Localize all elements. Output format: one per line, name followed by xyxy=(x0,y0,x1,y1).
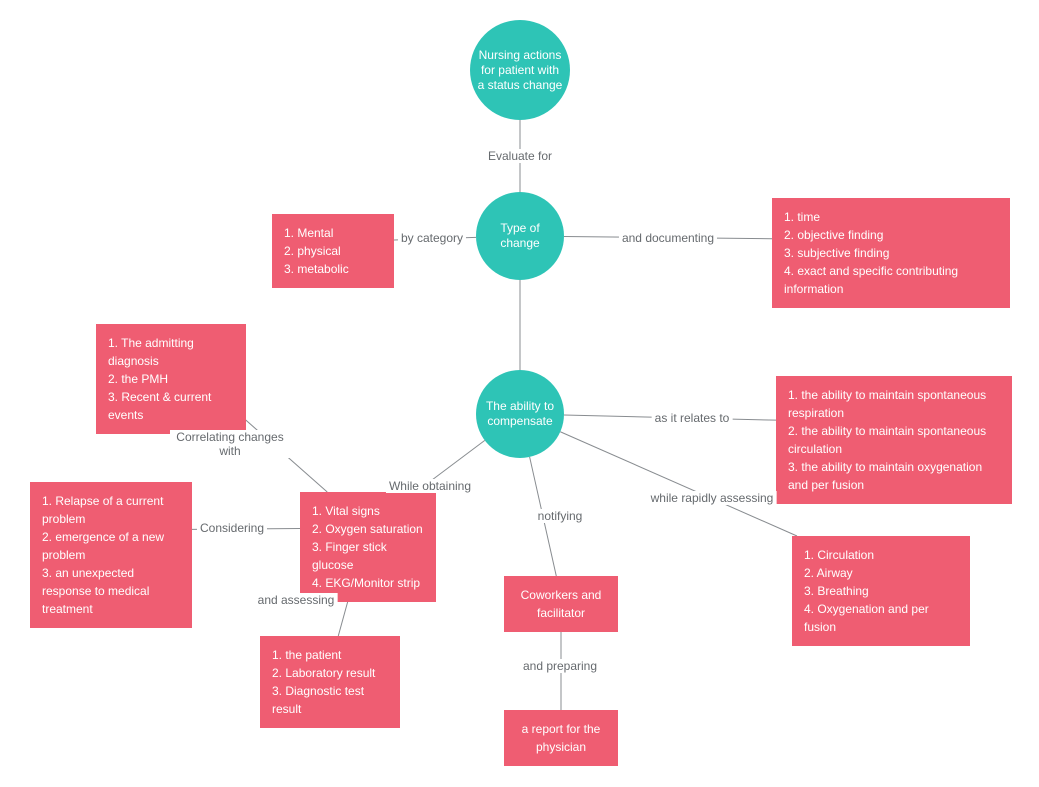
circle-node-root: Nursing actions for patient with a statu… xyxy=(470,20,570,120)
edge-label: and assessing xyxy=(255,593,338,607)
rect-node-coworkers: Coworkers and facilitator xyxy=(504,576,618,632)
diagram-canvas: Nursing actions for patient with a statu… xyxy=(0,0,1039,787)
edge-label: while rapidly assessing xyxy=(648,491,777,505)
edge xyxy=(560,432,797,536)
rect-node-relapse: 1. Relapse of a current problem 2. emerg… xyxy=(30,482,192,628)
rect-node-cab: 1. Circulation 2. Airway 3. Breathing 4.… xyxy=(792,536,970,646)
edge-label: notifying xyxy=(535,509,586,523)
rect-node-admit: 1. The admitting diagnosis 2. the PMH 3.… xyxy=(96,324,246,434)
circle-node-ability: The ability to compensate xyxy=(476,370,564,458)
edge-label: Considering xyxy=(197,521,267,535)
node-label: 1. Mental 2. physical 3. metabolic xyxy=(284,226,349,276)
edge-label: by category xyxy=(398,231,466,245)
rect-node-report: a report for the physician xyxy=(504,710,618,766)
rect-node-cat: 1. Mental 2. physical 3. metabolic xyxy=(272,214,394,288)
node-label: 1. Relapse of a current problem 2. emerg… xyxy=(42,494,164,616)
node-label: 1. The admitting diagnosis 2. the PMH 3.… xyxy=(108,336,211,422)
circle-node-type: Type of change xyxy=(476,192,564,280)
edge-label: While obtaining xyxy=(386,479,474,493)
node-label: Coworkers and facilitator xyxy=(516,586,606,622)
edge-label: Correlating changes with xyxy=(170,430,290,458)
rect-node-vitals: 1. Vital signs 2. Oxygen saturation 3. F… xyxy=(300,492,436,602)
node-label: 1. the ability to maintain spontaneous r… xyxy=(788,388,986,492)
node-label: 1. the patient 2. Laboratory result 3. D… xyxy=(272,648,375,716)
node-label: Nursing actions for patient with a statu… xyxy=(476,48,564,93)
node-label: 1. time 2. objective finding 3. subjecti… xyxy=(784,210,958,296)
node-label: 1. Vital signs 2. Oxygen saturation 3. F… xyxy=(312,504,423,590)
edge-label: as it relates to xyxy=(652,411,733,425)
node-label: Type of change xyxy=(482,221,558,251)
node-label: The ability to compensate xyxy=(482,399,558,429)
edge-label: Evaluate for xyxy=(485,149,555,163)
node-label: a report for the physician xyxy=(516,720,606,756)
edge-label: and preparing xyxy=(520,659,600,673)
node-label: 1. Circulation 2. Airway 3. Breathing 4.… xyxy=(804,548,929,634)
rect-node-doc: 1. time 2. objective finding 3. subjecti… xyxy=(772,198,1010,308)
rect-node-relates: 1. the ability to maintain spontaneous r… xyxy=(776,376,1012,504)
edge-label: and documenting xyxy=(619,231,717,245)
rect-node-assess: 1. the patient 2. Laboratory result 3. D… xyxy=(260,636,400,728)
